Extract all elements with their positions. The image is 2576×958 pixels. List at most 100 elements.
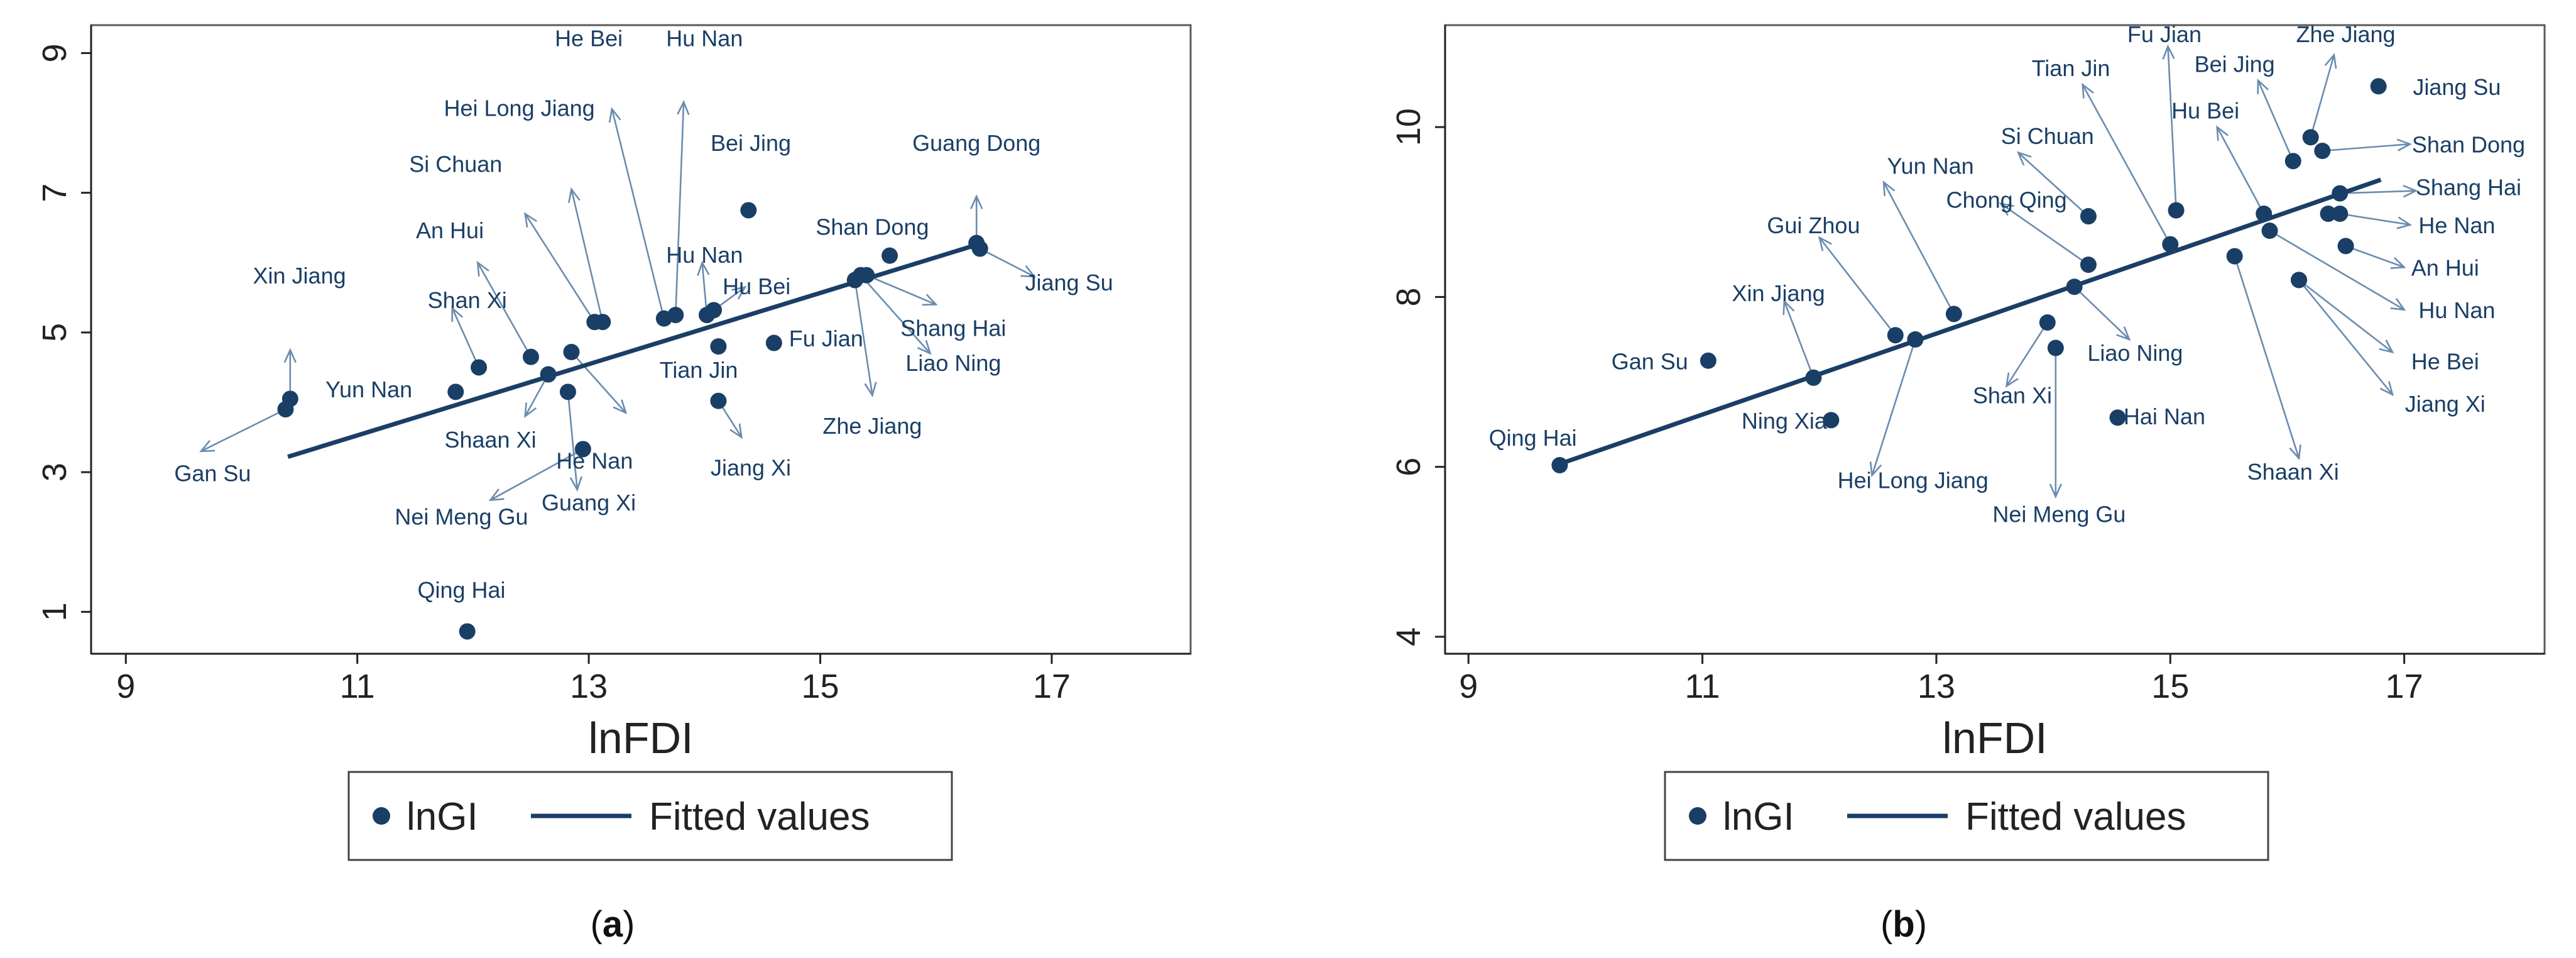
legend-marker-lngi	[373, 807, 390, 825]
point-he-nan	[563, 344, 580, 360]
x-tick-label: 17	[1033, 668, 1071, 705]
label-tian-jin: Tian Jin	[660, 357, 738, 383]
arrow-fu-jian	[2167, 46, 2177, 211]
arrow-hu-nan-2	[701, 262, 708, 316]
arrow-zhe-jiang	[854, 280, 873, 396]
arrowhead-jiang-su	[1020, 265, 1037, 278]
label-an-hui: An Hui	[2411, 255, 2479, 281]
arrowhead-zhe-jiang	[2324, 53, 2337, 69]
caption-close-paren: )	[623, 904, 635, 945]
point-guang-xi	[559, 383, 576, 400]
x-tick-label: 11	[340, 668, 375, 705]
arrow-si-chuan	[524, 213, 596, 322]
point-tian-jin	[2162, 236, 2179, 253]
arrowhead-shang-hai	[922, 294, 938, 306]
label-shan-xi: Shan Xi	[1973, 382, 2052, 408]
arrow-yun-nan	[1882, 182, 1955, 315]
label-he-bei: He Bei	[555, 25, 623, 51]
label-qing-hai: Qing Hai	[1489, 425, 1577, 451]
label-liao-ning: Liao Ning	[905, 350, 1001, 376]
arrow-he-bei	[2298, 279, 2393, 353]
label-guang-xi: Guang Xi	[542, 490, 636, 515]
arrow-an-hui	[477, 262, 532, 358]
point-shaan-xi	[540, 366, 557, 383]
y-tick-label: 6	[1390, 458, 1427, 476]
point-hei-long-jiang	[594, 314, 611, 331]
y-tick-label: 1	[36, 602, 74, 621]
label-si-chuan: Si Chuan	[2001, 123, 2094, 149]
label-he-bei: He Bei	[2411, 348, 2479, 374]
arrowhead-hu-bei	[2216, 125, 2229, 141]
label-gan-su: Gan Su	[1612, 348, 1688, 374]
arrowhead-liao-ning	[2115, 326, 2131, 341]
y-tick-label: 10	[1390, 108, 1427, 146]
arrow-liao-ning	[2073, 286, 2130, 340]
arrowhead-liao-ning	[917, 339, 932, 355]
arrowhead-yun-nan	[1882, 180, 1896, 197]
point-yun-nan	[447, 383, 464, 400]
arrowhead-shan-xi	[2005, 372, 2019, 388]
legend-label-lngi: lnGI	[1723, 795, 1794, 839]
x-tick-label: 13	[1918, 668, 1955, 705]
arrow-he-nan	[2340, 212, 2411, 226]
label-hu-bei: Hu Bei	[2171, 98, 2239, 124]
point-chong-qing	[2080, 256, 2097, 273]
label-shan-dong: Shan Dong	[2412, 132, 2525, 158]
label-jiang-su: Jiang Su	[1025, 270, 1113, 295]
plot-frame-b	[1444, 24, 2546, 655]
label-nei-meng-gu: Nei Meng Gu	[395, 504, 528, 529]
arrowhead-gan-su	[199, 439, 216, 453]
arrowhead-nei-meng-gu	[488, 488, 505, 502]
arrowhead-he-nan	[2396, 216, 2413, 229]
label-fu-jian: Fu Jian	[789, 326, 863, 351]
legend-b: lnGI Fitted values	[1664, 771, 2269, 861]
label-liao-ning: Liao Ning	[2087, 340, 2183, 366]
panel-caption-a: (a)	[591, 904, 635, 945]
point-qing-hai	[459, 623, 476, 640]
label-yun-nan: Yun Nan	[325, 377, 412, 402]
arrow-nei-meng-gu	[489, 448, 584, 501]
arrow-he-bei	[611, 109, 665, 319]
label-hai-nan: Hai Nan	[2124, 404, 2205, 429]
arrowhead-si-chuan	[2016, 151, 2032, 166]
label-guang-dong: Guang Dong	[912, 130, 1040, 156]
x-tick-label: 17	[2386, 668, 2423, 705]
point-si-chuan	[2080, 208, 2097, 225]
caption-close-paren: )	[1915, 904, 1927, 945]
legend-label-fitted: Fitted values	[1965, 795, 2186, 839]
point-shan-xi	[471, 359, 488, 376]
arrow-hu-bei	[2216, 126, 2265, 214]
point-nei-meng-gu	[574, 441, 591, 458]
label-nei-meng-gu: Nei Meng Gu	[1992, 502, 2126, 527]
arrow-guang-xi	[567, 392, 578, 490]
point-bei-jing	[2284, 153, 2301, 170]
arrowhead-hu-nan-2	[697, 260, 710, 277]
label-shan-dong: Shan Dong	[816, 214, 929, 239]
arrowhead-hu-nan	[2390, 298, 2406, 311]
point-hei-long-jiang	[1907, 331, 1924, 348]
point-tian-jin	[710, 338, 727, 355]
arrow-hei-long-jiang	[1871, 339, 1916, 476]
x-tick-label: 9	[1459, 668, 1478, 705]
label-hei-long-jiang: Hei Long Jiang	[444, 95, 594, 121]
arrow-jiang-su	[980, 248, 1035, 278]
label-xin-jiang: Xin Jiang	[1732, 280, 1825, 306]
label-bei-jing: Bei Jing	[711, 130, 791, 156]
label-tian-jin: Tian Jin	[2032, 55, 2110, 81]
arrowhead-shan-xi	[451, 306, 464, 322]
point-gan-su	[1700, 352, 1716, 369]
arrowhead-hu-nan	[677, 100, 690, 116]
point-fu-jian	[765, 334, 782, 351]
y-tick-label: 9	[36, 43, 74, 62]
arrowhead-jiang-xi	[729, 423, 743, 439]
fitted-line	[1555, 177, 2382, 468]
point-bei-jing	[740, 202, 757, 219]
arrowhead-fu-jian	[2162, 44, 2175, 60]
label-qing-hai: Qing Hai	[417, 577, 505, 603]
label-xin-jiang: Xin Jiang	[253, 263, 346, 289]
point-yun-nan	[1945, 306, 1962, 322]
legend-label-fitted: Fitted values	[649, 795, 870, 839]
label-zhe-jiang: Zhe Jiang	[822, 413, 922, 439]
arrowhead-jiang-xi	[2379, 381, 2394, 397]
